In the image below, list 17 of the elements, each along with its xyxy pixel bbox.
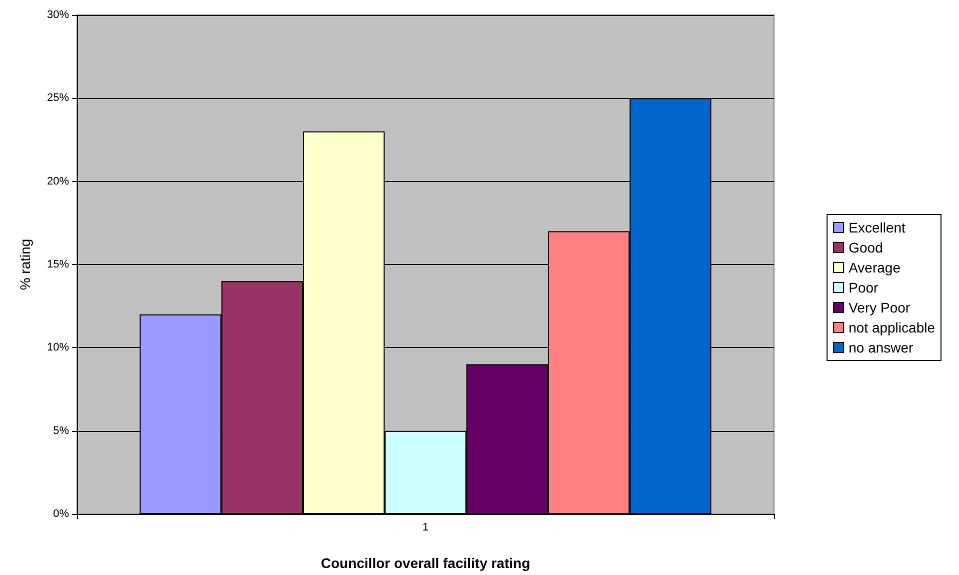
y-tick-label: 0%	[53, 508, 70, 520]
legend-label: Excellent	[848, 220, 906, 236]
y-tick-label: 10%	[46, 342, 70, 354]
y-tick-label: 30%	[46, 9, 70, 21]
legend-label: Poor	[848, 280, 879, 296]
legend-label: no answer	[848, 340, 914, 356]
x-axis-title: Councillor overall facility rating	[320, 555, 530, 571]
x-tick-label: 1	[422, 522, 429, 534]
legend-label: not applicable	[848, 320, 936, 336]
y-axis-title: % rating	[17, 238, 33, 290]
legend-label: Good	[848, 240, 883, 256]
legend-label: Average	[848, 260, 901, 276]
y-tick-label: 25%	[46, 92, 70, 104]
y-tick-label: 5%	[53, 424, 70, 437]
y-tick-label: 20%	[46, 175, 70, 188]
y-tick-label: 15%	[46, 258, 70, 270]
legend-label: Very Poor	[848, 300, 910, 316]
